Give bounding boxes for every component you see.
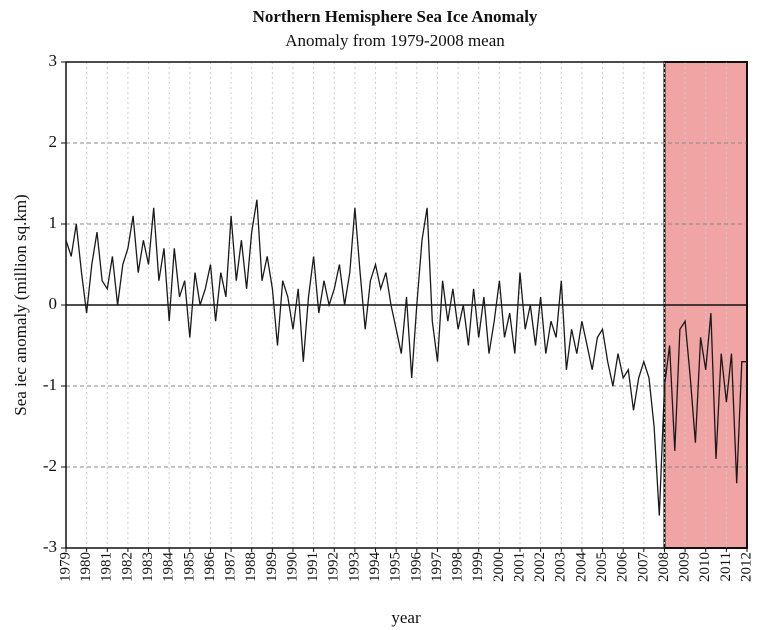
x-tick-label: 2012 — [738, 552, 754, 582]
x-tick-label: 2001 — [511, 552, 527, 582]
y-tick-label: 2 — [49, 132, 58, 151]
y-tick-label: -2 — [43, 456, 57, 475]
x-tick-label: 2008 — [656, 552, 672, 582]
x-tick-label: 2009 — [677, 552, 693, 582]
x-tick-label: 1993 — [346, 552, 362, 582]
y-tick-label: 1 — [49, 213, 58, 232]
x-tick-label: 2006 — [615, 552, 631, 583]
x-tick-label: 2004 — [573, 552, 589, 583]
x-tick-label: 1989 — [264, 552, 280, 582]
x-tick-label: 1997 — [429, 552, 445, 583]
x-tick-label: 1981 — [99, 552, 115, 582]
x-tick-label: 1988 — [243, 552, 259, 582]
x-tick-label: 1986 — [202, 552, 218, 583]
x-tick-label: 2007 — [635, 552, 651, 583]
x-tick-label: 2002 — [532, 552, 548, 582]
x-tick-label: 1979 — [57, 552, 73, 582]
x-tick-label: 1991 — [305, 552, 321, 582]
x-tick-label: 1992 — [326, 552, 342, 582]
x-tick-label: 1996 — [408, 552, 424, 583]
x-tick-label: 1982 — [119, 552, 135, 582]
x-tick-label: 1990 — [284, 552, 300, 582]
x-tick-label: 1984 — [161, 552, 177, 583]
x-tick-label: 2000 — [491, 552, 507, 582]
y-tick-label: -1 — [43, 375, 57, 394]
y-axis-label: Sea iec anomaly (million sq.km) — [11, 194, 30, 415]
x-tick-label: 1980 — [78, 552, 94, 582]
x-tick-label: 1998 — [450, 552, 466, 582]
x-tick-label: 2005 — [594, 552, 610, 582]
x-tick-label: 2011 — [718, 552, 734, 581]
x-tick-label: 1995 — [388, 552, 404, 582]
x-axis-label: year — [391, 608, 421, 627]
x-tick-label: 1983 — [140, 552, 156, 582]
y-tick-label: 0 — [49, 294, 58, 313]
y-tick-label: 3 — [49, 51, 58, 70]
x-tick-label: 2010 — [697, 552, 713, 582]
x-tick-label: 1999 — [470, 552, 486, 582]
data-line — [65, 199, 747, 516]
chart-title: Northern Hemisphere Sea Ice Anomaly — [253, 7, 538, 26]
x-tick-label: 1994 — [367, 552, 383, 583]
chart-subtitle: Anomaly from 1979-2008 mean — [285, 31, 505, 50]
x-tick-label: 1985 — [181, 552, 197, 582]
plot-frame — [65, 61, 748, 549]
x-tick-label: 2003 — [553, 552, 569, 582]
x-tick-label: 1987 — [223, 552, 239, 583]
y-tick-label: -3 — [43, 537, 57, 556]
